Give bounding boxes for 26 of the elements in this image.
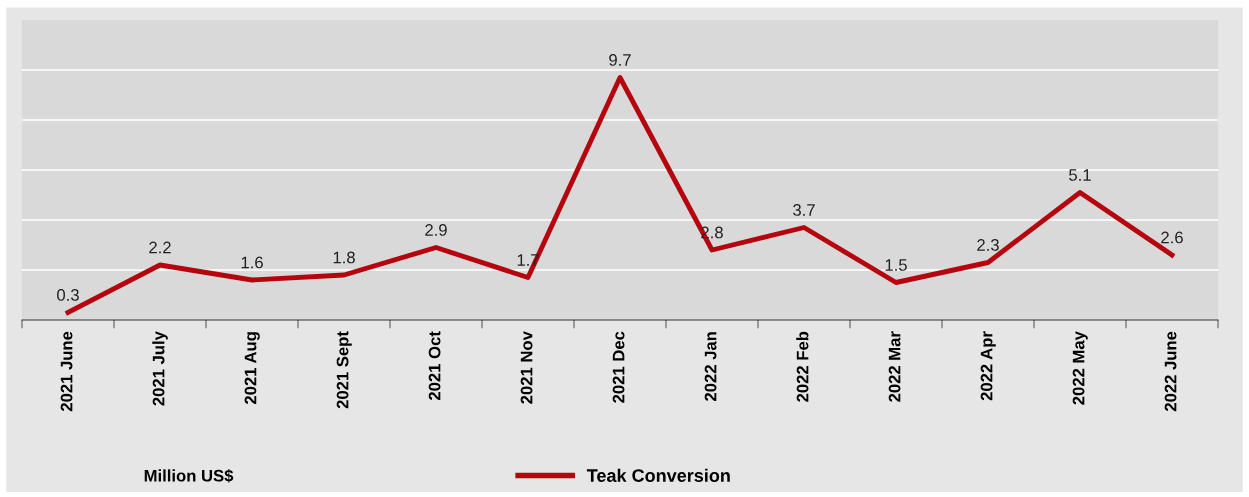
data-label: 2.9 bbox=[425, 224, 447, 236]
x-tick-label: 2022 June bbox=[1164, 331, 1177, 412]
x-tick-label: 2021 Oct bbox=[428, 331, 441, 401]
data-label: 9.7 bbox=[609, 54, 631, 66]
x-tick-label: 2021 June bbox=[60, 331, 73, 412]
x-tick-label: 2021 Sept bbox=[336, 331, 352, 409]
x-tick-label: 2022 Jan bbox=[704, 332, 717, 401]
data-label: 2.2 bbox=[149, 241, 171, 254]
data-label: 2.6 bbox=[1161, 231, 1183, 244]
x-tick-label: 2022 Mar bbox=[888, 331, 901, 402]
x-tick-label: 2022 May bbox=[1072, 331, 1088, 405]
x-tick-label: 2021 Dec bbox=[612, 331, 625, 403]
data-label: 1.5 bbox=[885, 259, 907, 271]
data-label: 2.3 bbox=[977, 239, 999, 251]
x-tick-label: 2021 July bbox=[152, 331, 168, 406]
legend-label: Teak Conversion bbox=[586, 468, 730, 482]
x-tick-label: 2021 Aug bbox=[244, 332, 260, 405]
text: Million US$ bbox=[144, 469, 234, 483]
data-label: 1.8 bbox=[333, 251, 355, 264]
data-label: 1.6 bbox=[241, 256, 263, 269]
x-tick-label: 2021 Nov bbox=[520, 331, 533, 404]
data-label: 0.3 bbox=[57, 289, 79, 301]
data-label: 5.1 bbox=[1069, 169, 1091, 181]
data-label: 3.7 bbox=[793, 204, 815, 216]
x-tick-label: 2022 Feb bbox=[796, 331, 809, 402]
x-tick-label: 2022 Apr bbox=[980, 331, 996, 401]
